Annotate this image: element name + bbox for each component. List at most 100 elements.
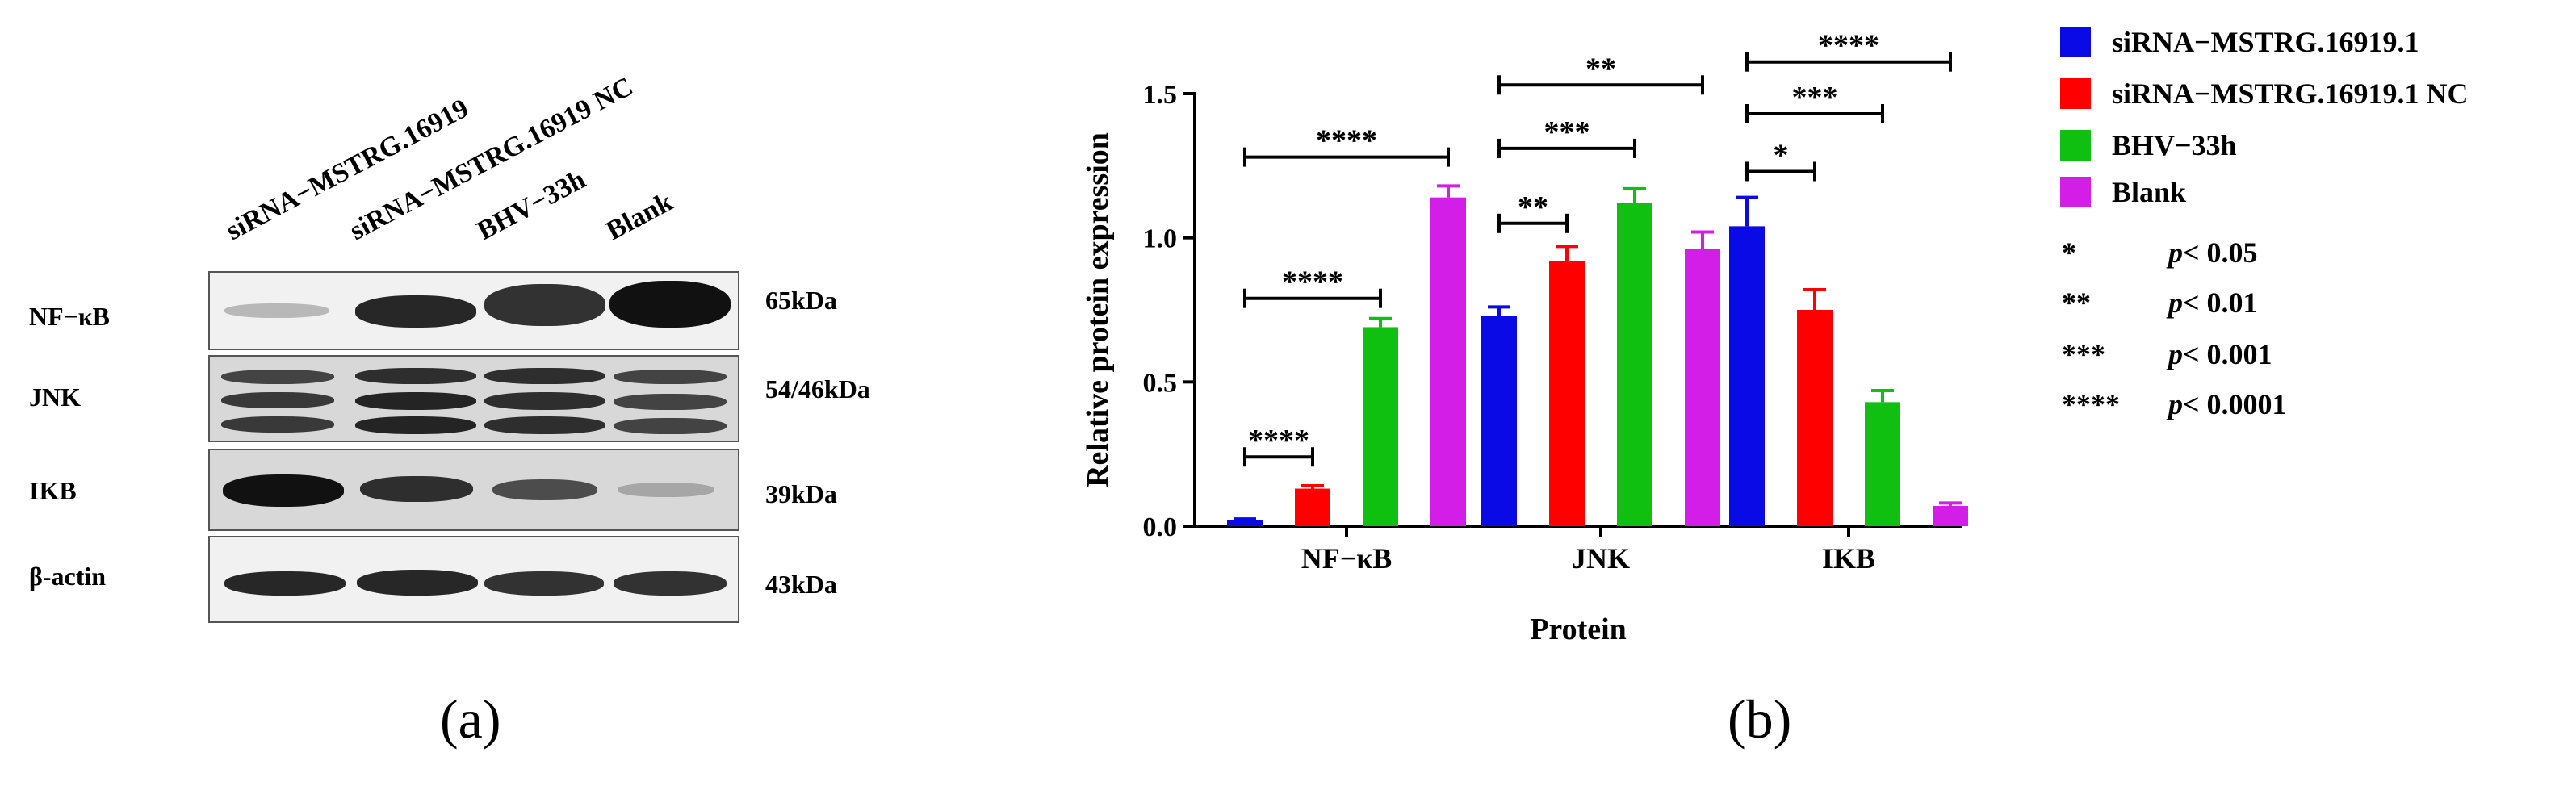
sig-key-stars: * bbox=[2062, 236, 2076, 269]
band bbox=[357, 570, 478, 596]
band bbox=[221, 392, 334, 408]
protein-label-nfkb: NF−κB bbox=[29, 302, 110, 331]
significance-stars: *** bbox=[1792, 81, 1838, 115]
panel-letter-a: (a) bbox=[440, 688, 501, 750]
protein-label-ikb: IKB bbox=[29, 476, 77, 505]
band bbox=[355, 416, 476, 434]
mw-label-ikb: 39kDa bbox=[765, 479, 837, 508]
bar bbox=[1617, 203, 1652, 526]
mw-label-jnk: 54/46kDa bbox=[765, 374, 870, 403]
significance-stars: **** bbox=[1316, 124, 1377, 158]
y-tick-label: 0.5 bbox=[1143, 368, 1178, 398]
mw-label-actin: 43kDa bbox=[765, 570, 837, 599]
blot-strip-ikb bbox=[208, 449, 739, 531]
band bbox=[614, 370, 727, 384]
p-symbol: p bbox=[2168, 338, 2183, 370]
x-tick-label: NF−κB bbox=[1301, 542, 1393, 575]
band bbox=[614, 394, 727, 410]
band bbox=[484, 416, 605, 434]
legend-label: BHV−33h bbox=[2112, 129, 2237, 161]
y-tick-label: 1.5 bbox=[1143, 80, 1178, 110]
band bbox=[360, 476, 473, 502]
legend-item: Blank bbox=[2060, 174, 2186, 210]
band bbox=[484, 392, 605, 410]
legend-swatch bbox=[2060, 177, 2091, 207]
significance-stars: ** bbox=[1585, 52, 1616, 86]
p-symbol: p bbox=[2168, 388, 2183, 420]
blot-strip-nfkb bbox=[208, 271, 739, 350]
y-axis-title: Relative protein expression bbox=[1081, 132, 1115, 487]
band bbox=[484, 368, 605, 384]
significance-stars: *** bbox=[1544, 115, 1590, 149]
protein-label-actin: β-actin bbox=[29, 562, 107, 591]
legend-label: siRNA−MSTRG.16919.1 bbox=[2112, 26, 2419, 58]
band bbox=[355, 368, 476, 384]
sig-key-p: p< 0.001 bbox=[2168, 337, 2272, 371]
sig-key-stars: **** bbox=[2062, 388, 2120, 420]
sig-key-p: p< 0.0001 bbox=[2168, 387, 2287, 421]
bar bbox=[1797, 310, 1833, 526]
band bbox=[484, 284, 605, 326]
p-threshold: < 0.0001 bbox=[2183, 388, 2287, 420]
significance-stars: * bbox=[1774, 138, 1789, 172]
p-symbol: p bbox=[2168, 286, 2183, 319]
bar bbox=[1481, 316, 1517, 526]
bar bbox=[1865, 402, 1900, 526]
band bbox=[355, 295, 476, 328]
band bbox=[223, 474, 344, 507]
band bbox=[224, 571, 346, 596]
blot-strip-actin bbox=[208, 536, 739, 623]
sig-key-p: p< 0.01 bbox=[2168, 286, 2258, 320]
western-blot-panel: siRNA−MSTRG.16919 siRNA−MSTRG.16919 NC B… bbox=[0, 0, 969, 790]
p-symbol: p bbox=[2168, 236, 2183, 269]
band bbox=[224, 303, 329, 318]
p-threshold: < 0.01 bbox=[2183, 286, 2258, 319]
legend-label: Blank bbox=[2112, 176, 2187, 208]
bar bbox=[1295, 488, 1330, 526]
x-axis-title: Protein bbox=[1530, 612, 1627, 646]
significance-stars: ** bbox=[1518, 190, 1548, 224]
bar bbox=[1430, 197, 1466, 526]
bar bbox=[1729, 226, 1765, 526]
blot-strip-jnk bbox=[208, 355, 739, 442]
x-tick-label: IKB bbox=[1822, 542, 1875, 575]
x-tick-label: JNK bbox=[1572, 542, 1630, 575]
panel-letter-b: (b) bbox=[1728, 688, 1792, 750]
bar bbox=[1933, 505, 1968, 526]
band bbox=[614, 418, 727, 434]
mw-label-nfkb: 65kDa bbox=[765, 286, 837, 315]
bar-chart: 0.0 0.5 1.0 1.5 NF−κB JNK IKB Protein Relative p… bbox=[1081, 29, 1968, 646]
y-tick-label: 0.0 bbox=[1143, 512, 1178, 542]
band bbox=[355, 392, 476, 410]
legend-swatch bbox=[2060, 130, 2091, 161]
legend-item: siRNA−MSTRG.16919.1 NC bbox=[2060, 76, 2469, 111]
bar bbox=[1227, 520, 1263, 526]
band bbox=[618, 483, 714, 497]
p-threshold: < 0.05 bbox=[2183, 236, 2258, 269]
legend-swatch bbox=[2060, 78, 2091, 109]
p-threshold: < 0.001 bbox=[2183, 338, 2272, 370]
band bbox=[492, 479, 597, 500]
significance-stars: **** bbox=[1248, 424, 1309, 458]
legend-swatch bbox=[2060, 27, 2091, 57]
sig-key-stars: *** bbox=[2062, 338, 2105, 370]
significance-stars: **** bbox=[1282, 265, 1343, 299]
bar bbox=[1363, 327, 1398, 526]
protein-label-jnk: JNK bbox=[29, 382, 81, 412]
legend-label: siRNA−MSTRG.16919.1 NC bbox=[2112, 77, 2469, 110]
band bbox=[221, 416, 334, 433]
legend-item: BHV−33h bbox=[2060, 127, 2237, 163]
band bbox=[221, 370, 334, 384]
band bbox=[614, 571, 727, 596]
significance-stars: **** bbox=[1818, 29, 1879, 63]
y-tick-label: 1.0 bbox=[1143, 224, 1178, 254]
bar bbox=[1685, 249, 1720, 526]
band bbox=[484, 571, 604, 596]
legend-item: siRNA−MSTRG.16919.1 bbox=[2060, 24, 2419, 60]
lane-label-blank: Blank bbox=[601, 186, 678, 247]
bar bbox=[1549, 261, 1585, 526]
sig-key-stars: ** bbox=[2062, 286, 2091, 319]
band bbox=[609, 281, 731, 328]
sig-key-p: p< 0.05 bbox=[2168, 236, 2258, 270]
